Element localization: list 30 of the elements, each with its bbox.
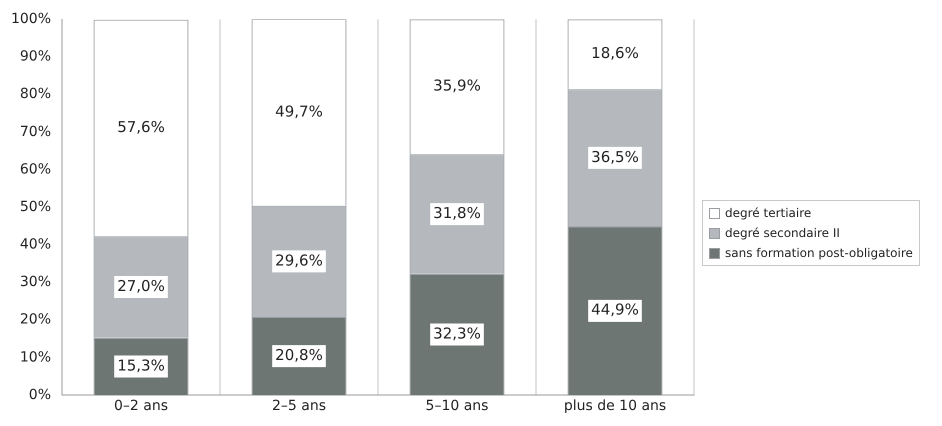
data-label: 31,8% (433, 204, 481, 222)
legend-label: degré secondaire II (725, 225, 840, 242)
x-tick-label: 2–5 ans (272, 398, 326, 414)
y-tick-label: 50% (20, 198, 52, 215)
data-label: 57,6% (117, 118, 165, 136)
x-tick-label: 5–10 ans (426, 398, 488, 414)
data-label: 49,7% (275, 102, 323, 120)
y-tick-label: 10% (20, 349, 52, 366)
data-label: 44,9% (591, 300, 639, 319)
y-tick-label: 40% (20, 236, 52, 253)
data-label: 20,8% (275, 346, 323, 364)
y-tick-label: 60% (20, 161, 52, 178)
data-label: 35,9% (433, 76, 481, 95)
data-label: 27,0% (117, 276, 165, 295)
data-label: 36,5% (591, 148, 639, 166)
data-label: 15,3% (117, 356, 165, 374)
data-label: 32,3% (433, 324, 481, 342)
y-tick-label: 70% (20, 124, 52, 140)
data-label: 29,6% (275, 251, 323, 270)
y-tick-label: 100% (10, 11, 52, 28)
y-tick-label: 20% (20, 312, 52, 328)
text: degré tertiaire (725, 205, 812, 222)
legend-label: sans formation post-obligatoire (725, 245, 913, 262)
y-tick-label: 80% (20, 86, 52, 102)
x-tick-label: 0–2 ans (114, 398, 168, 414)
x-tick-label: plus de 10 ans (564, 398, 666, 414)
y-tick-label: 0% (28, 386, 52, 403)
y-tick-label: 90% (20, 48, 52, 65)
data-label: 18,6% (591, 44, 639, 62)
y-tick-label: 30% (20, 274, 52, 290)
